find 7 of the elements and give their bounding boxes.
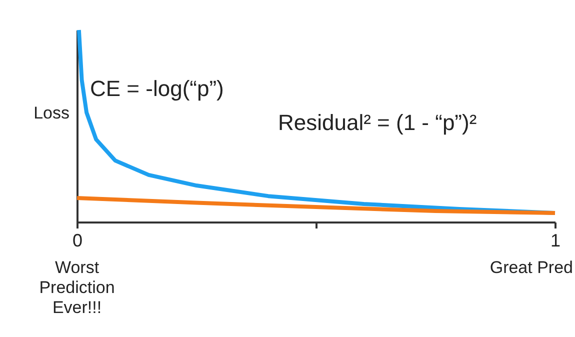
x-tick-label: 1 [550, 230, 561, 250]
text: Great Pred [490, 258, 573, 277]
text: Worst Prediction Ever!!! [39, 258, 115, 317]
x-tick-label: 0 [72, 230, 83, 250]
annotation: Residual² = (1 - “p”)² [278, 110, 477, 135]
y-axis-title: Loss [34, 104, 70, 122]
annotation: CE = -log(“p”) [90, 76, 224, 101]
